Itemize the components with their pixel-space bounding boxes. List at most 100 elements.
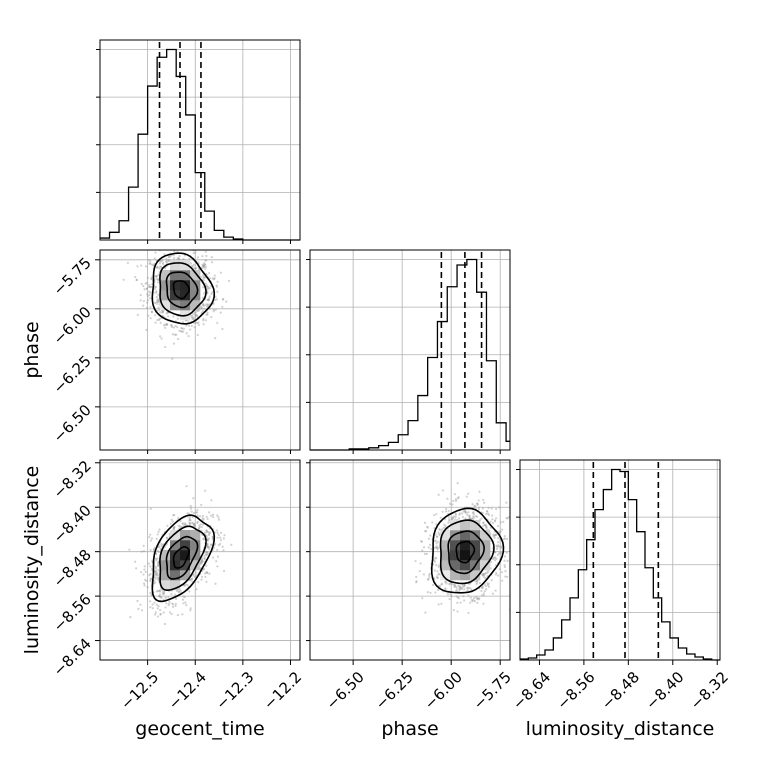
scatter-point [204, 575, 207, 578]
scatter-point [206, 285, 210, 288]
scatter-point [202, 286, 205, 289]
scatter-point [448, 598, 451, 601]
scatter-point [173, 513, 176, 517]
scatter-point [167, 256, 170, 259]
scatter-point [202, 265, 205, 269]
scatter-point [207, 533, 211, 537]
scatter-point [437, 603, 440, 606]
scatter-point [142, 285, 145, 288]
scatter-point [202, 264, 206, 268]
scatter-point [495, 544, 498, 547]
scatter-point [188, 257, 191, 260]
scatter-point [148, 258, 151, 261]
scatter-point [415, 575, 418, 579]
scatter-point [475, 582, 478, 586]
scatter-point [136, 313, 139, 316]
scatter-point [444, 581, 447, 584]
scatter-point [495, 545, 499, 548]
scatter-point [468, 515, 471, 519]
scatter-point [219, 539, 222, 542]
density-cell [460, 560, 471, 571]
scatter-point [433, 559, 436, 562]
density-cell [160, 570, 171, 581]
scatter-point [212, 546, 216, 549]
scatter-point [487, 513, 490, 517]
scatter-point [212, 310, 215, 313]
scatter-point [166, 323, 169, 326]
scatter-point [189, 609, 192, 612]
scatter-point [173, 230, 175, 232]
scatter-point [159, 265, 162, 268]
scatter-point [449, 593, 452, 596]
scatter-point [148, 536, 151, 539]
scatter-point [206, 517, 209, 521]
scatter-point [205, 571, 208, 574]
scatter-point [187, 334, 190, 338]
scatter-point [154, 570, 157, 573]
scatter-point [205, 550, 208, 554]
panel-frame [309, 249, 511, 451]
scatter-point [467, 492, 470, 495]
scatter-point [153, 546, 156, 549]
scatter-point [483, 574, 486, 577]
scatter-point [153, 613, 157, 616]
scatter-point [444, 524, 447, 528]
scatter-point [221, 327, 224, 331]
scatter-point [157, 306, 160, 309]
scatter-point [139, 264, 143, 267]
scatter-point [211, 556, 215, 559]
scatter-point [157, 595, 161, 598]
scatter-point [191, 317, 194, 320]
scatter-point [434, 546, 437, 549]
scatter-point [414, 559, 417, 563]
x-tick-label: −12.2 [260, 668, 305, 713]
scatter-point [469, 596, 472, 599]
scatter-point [158, 593, 162, 596]
x-tick-label: −8.64 [509, 668, 554, 713]
scatter-point [202, 264, 205, 267]
scatter-point [465, 495, 468, 498]
scatter-point [167, 596, 170, 599]
scatter-point [173, 241, 175, 243]
scatter-point [222, 569, 226, 573]
density-cell [170, 280, 181, 291]
scatter-point [160, 543, 163, 546]
scatter-point [148, 574, 151, 577]
scatter-point [207, 537, 211, 540]
scatter-point [482, 574, 485, 577]
scatter-point [189, 262, 192, 265]
scatter-point [206, 298, 209, 301]
scatter-point [205, 529, 208, 532]
scatter-point [454, 498, 457, 501]
scatter-point [203, 556, 206, 559]
scatter-point [199, 523, 202, 526]
scatter-point [436, 570, 439, 573]
scatter-point [180, 327, 184, 330]
scatter-point [200, 561, 204, 564]
y-tick-label: −8.40 [50, 501, 95, 546]
scatter-point [195, 314, 198, 317]
scatter-point [146, 276, 149, 279]
scatter-point [156, 299, 159, 302]
scatter-point [485, 527, 488, 530]
scatter-point [471, 503, 474, 506]
scatter-point [427, 537, 431, 540]
scatter-point [482, 594, 485, 597]
scatter-point [489, 526, 492, 529]
scatter-point [480, 586, 484, 589]
density-cell [190, 300, 201, 311]
scatter-point [457, 517, 461, 520]
density-cell [180, 570, 191, 581]
scatter-point [210, 261, 214, 264]
scatter-point [217, 544, 220, 547]
scatter-point [495, 571, 498, 575]
scatter-point [203, 572, 207, 575]
scatter-point [450, 595, 453, 598]
scatter-point [476, 515, 479, 518]
y-axis-luminosity_distance: −8.64−8.56−8.48−8.40−8.32 luminosity_dist… [21, 457, 100, 680]
scatter-point [174, 602, 177, 606]
scatter-point [159, 609, 162, 612]
scatter-point [435, 546, 438, 549]
scatter-point [185, 485, 188, 488]
